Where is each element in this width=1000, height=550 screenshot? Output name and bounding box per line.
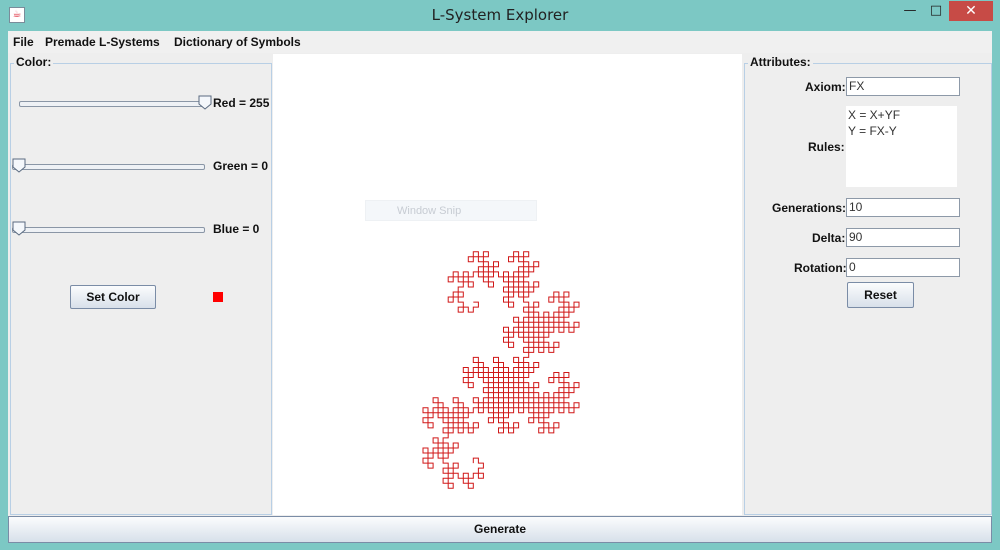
- attributes-panel-title: Attributes:: [748, 55, 813, 69]
- drawing-canvas[interactable]: Window Snip: [273, 54, 742, 515]
- window-title: L-System Explorer: [431, 6, 569, 24]
- rules-label: Rules:: [808, 140, 845, 154]
- menu-premade-l-systems[interactable]: Premade L-Systems: [45, 35, 160, 49]
- green-slider[interactable]: [12, 158, 205, 174]
- red-slider[interactable]: [19, 95, 212, 111]
- maximize-button[interactable]: □: [929, 3, 943, 18]
- red-label: Red = 255: [213, 96, 270, 110]
- rotation-field[interactable]: 0: [846, 258, 960, 277]
- title-bar[interactable]: ☕ L-System Explorer — □ ✕: [0, 0, 1000, 31]
- blue-slider-track: [12, 227, 205, 233]
- rule-line: X = X+YF: [848, 108, 901, 122]
- generations-label: Generations:: [772, 201, 847, 215]
- close-button[interactable]: ✕: [949, 1, 993, 21]
- dragon-curve-path: [422, 251, 580, 489]
- green-label: Green = 0: [213, 159, 269, 173]
- generations-field[interactable]: 10: [846, 198, 960, 217]
- axiom-label: Axiom:: [805, 80, 846, 94]
- blue-slider-thumb[interactable]: [12, 221, 26, 236]
- attributes-panel: [744, 63, 992, 515]
- color-panel-title: Color:: [14, 55, 54, 69]
- blue-label: Blue = 0: [213, 222, 260, 236]
- reset-button[interactable]: Reset: [847, 282, 914, 308]
- rule-line: Y = FX-Y: [848, 124, 897, 138]
- rules-textarea[interactable]: X = X+YF Y = FX-Y: [846, 106, 957, 187]
- red-slider-track: [19, 101, 205, 107]
- dragon-curve-drawing: [422, 251, 580, 489]
- delta-label: Delta:: [812, 231, 846, 245]
- content-area: File Premade L-Systems Dictionary of Sym…: [8, 31, 992, 543]
- window-snip-overlay: Window Snip: [365, 200, 537, 221]
- generate-button[interactable]: Generate: [8, 516, 992, 543]
- color-preview-swatch: [213, 292, 223, 302]
- rotation-label: Rotation:: [794, 261, 847, 275]
- blue-slider[interactable]: [12, 221, 205, 237]
- delta-field[interactable]: 90: [846, 228, 960, 247]
- menu-file[interactable]: File: [13, 35, 34, 49]
- red-slider-thumb[interactable]: [198, 95, 212, 110]
- minimize-button[interactable]: —: [903, 3, 917, 18]
- java-app-icon: ☕: [9, 7, 25, 23]
- axiom-field[interactable]: FX: [846, 77, 960, 96]
- menu-bar: File Premade L-Systems Dictionary of Sym…: [8, 31, 992, 53]
- green-slider-thumb[interactable]: [12, 158, 26, 173]
- color-panel: [10, 63, 272, 515]
- green-slider-track: [12, 164, 205, 170]
- menu-dictionary-of-symbols[interactable]: Dictionary of Symbols: [174, 35, 301, 49]
- set-color-button[interactable]: Set Color: [70, 285, 156, 309]
